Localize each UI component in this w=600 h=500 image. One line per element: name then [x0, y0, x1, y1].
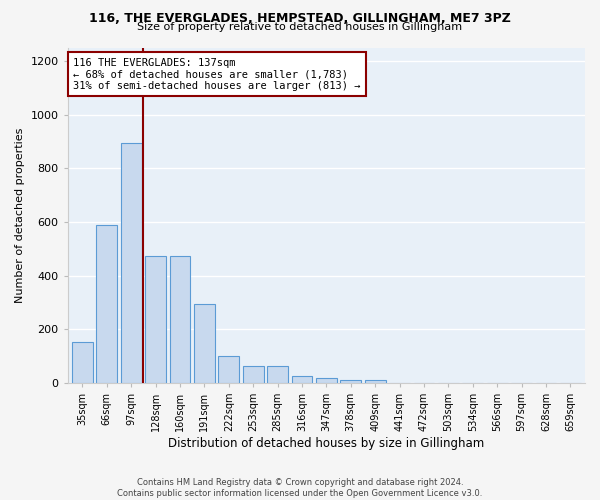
- Bar: [340, 380, 361, 383]
- Text: 116, THE EVERGLADES, HEMPSTEAD, GILLINGHAM, ME7 3PZ: 116, THE EVERGLADES, HEMPSTEAD, GILLINGH…: [89, 12, 511, 26]
- Bar: [218, 356, 239, 383]
- Bar: [145, 256, 166, 383]
- Bar: [365, 380, 386, 383]
- Bar: [72, 342, 93, 383]
- Bar: [97, 224, 117, 383]
- Y-axis label: Number of detached properties: Number of detached properties: [15, 128, 25, 303]
- Bar: [292, 376, 313, 383]
- Text: Size of property relative to detached houses in Gillingham: Size of property relative to detached ho…: [137, 22, 463, 32]
- Bar: [170, 256, 190, 383]
- Bar: [194, 304, 215, 383]
- X-axis label: Distribution of detached houses by size in Gillingham: Distribution of detached houses by size …: [168, 437, 484, 450]
- Bar: [121, 143, 142, 383]
- Bar: [316, 378, 337, 383]
- Bar: [243, 366, 263, 383]
- Bar: [267, 366, 288, 383]
- Text: 116 THE EVERGLADES: 137sqm
← 68% of detached houses are smaller (1,783)
31% of s: 116 THE EVERGLADES: 137sqm ← 68% of deta…: [73, 58, 361, 91]
- Text: Contains HM Land Registry data © Crown copyright and database right 2024.
Contai: Contains HM Land Registry data © Crown c…: [118, 478, 482, 498]
